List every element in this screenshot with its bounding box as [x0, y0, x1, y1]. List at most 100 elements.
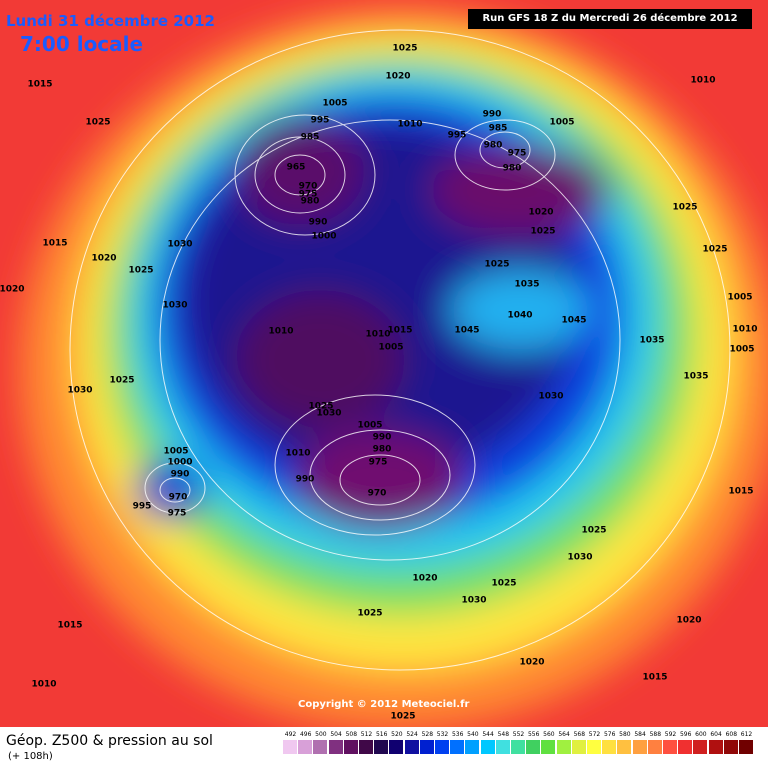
pressure-label: 970: [368, 489, 387, 499]
isobars: [69, 29, 731, 671]
pressure-label: 990: [373, 433, 392, 443]
pressure-label: 1035: [683, 372, 708, 382]
model-run: Run GFS 18 Z du Mercredi 26 décembre 201…: [468, 9, 752, 29]
pressure-label: 1000: [311, 232, 336, 242]
scale-step: 548: [495, 731, 511, 754]
forecast-time: 7:00 locale: [20, 32, 144, 56]
scale-swatch: [480, 740, 495, 754]
pressure-label: 1025: [85, 118, 110, 128]
scale-label: 580: [619, 731, 631, 738]
pressure-label: 1020: [0, 285, 25, 295]
scale-swatch: [617, 740, 632, 754]
scale-step: 540: [465, 731, 480, 754]
scale-label: 548: [497, 731, 510, 738]
scale-step: 500: [313, 731, 328, 754]
scale-swatch: [313, 740, 328, 754]
scale-swatch: [678, 740, 693, 754]
pressure-label: 975: [369, 458, 388, 468]
scale-swatch: [739, 740, 753, 754]
pressure-label: 995: [133, 502, 152, 512]
scale-step: 576: [602, 731, 617, 754]
pressure-label: 980: [301, 197, 320, 207]
pressure-label: 1030: [538, 392, 563, 402]
scale-swatch: [359, 740, 373, 754]
pressure-labels: 1025 1020 1015 1025 1010 1005 995 985 965 970 975 9…: [0, 44, 758, 722]
scale-swatch: [693, 740, 708, 754]
pressure-label: 1025: [702, 245, 727, 255]
pressure-label: 1045: [454, 326, 479, 336]
pressure-label: 1010: [732, 325, 757, 335]
scale-label: 572: [588, 731, 601, 738]
scale-swatch: [663, 740, 677, 754]
pressure-label: 1005: [322, 99, 347, 109]
pressure-label: 1025: [581, 526, 606, 536]
scale-label: 496: [299, 731, 312, 738]
pressure-label: 1025: [530, 227, 555, 237]
scale-label: 560: [543, 731, 555, 738]
pressure-label: 1020: [412, 574, 437, 584]
pressure-label: 1020: [91, 254, 116, 264]
pressure-label: 1030: [67, 386, 92, 396]
pressure-label: 1015: [642, 673, 667, 683]
pressure-label: 990: [309, 218, 328, 228]
pressure-label: 980: [503, 164, 522, 174]
pressure-label: 1000: [167, 458, 192, 468]
scale-step: 512: [359, 731, 374, 754]
scale-swatch: [632, 740, 647, 754]
scale-swatch: [298, 740, 313, 754]
scale-swatch: [419, 740, 434, 754]
scale-swatch: [511, 740, 525, 754]
footer-subtitle: (+ 108h): [8, 751, 53, 762]
pressure-label: 1030: [461, 596, 486, 606]
pressure-label: 1030: [162, 301, 187, 311]
scale-label: 588: [649, 731, 662, 738]
pressure-label: 1035: [514, 280, 539, 290]
scale-swatch: [587, 740, 601, 754]
scale-step: 588: [647, 731, 663, 754]
scale-swatch: [723, 740, 738, 754]
scale-step: 532: [435, 731, 450, 754]
scale-swatch: [450, 740, 465, 754]
scale-swatch: [495, 740, 510, 754]
scale-label: 512: [360, 731, 373, 738]
scale-label: 540: [467, 731, 479, 738]
pressure-label: 1030: [316, 409, 341, 419]
scale-step: 492: [283, 731, 298, 754]
scale-swatch: [541, 740, 556, 754]
pressure-label: 1005: [729, 345, 754, 355]
scale-label: 612: [740, 731, 753, 738]
scale-swatch: [708, 740, 723, 754]
scale-swatch: [389, 740, 404, 754]
scale-label: 536: [451, 731, 464, 738]
scale-label: 492: [284, 731, 297, 738]
pressure-label: 990: [171, 470, 190, 480]
pressure-label: 1025: [491, 579, 516, 589]
scale-step: 604: [708, 731, 724, 754]
pressure-label: 1025: [308, 402, 333, 412]
scale-step: 584: [632, 731, 648, 754]
scale-label: 568: [573, 731, 586, 738]
scale-label: 592: [664, 731, 677, 738]
scale-step: 552: [511, 731, 526, 754]
scale-swatch: [404, 740, 419, 754]
pressure-label: 1025: [672, 203, 697, 213]
pressure-label: 985: [489, 124, 508, 134]
pressure-label: 1010: [690, 76, 715, 86]
scale-swatch: [328, 740, 343, 754]
pressure-label: 1010: [285, 449, 310, 459]
footer-title: Géop. Z500 & pression au sol: [6, 733, 213, 749]
pressure-label: 1005: [357, 421, 382, 431]
pressure-label: 1010: [365, 330, 390, 340]
forecast-date: Lundi 31 décembre 2012: [6, 12, 215, 30]
scale-label: 516: [375, 731, 388, 738]
pressure-label: 965: [287, 163, 306, 173]
pressure-label: 1010: [268, 327, 293, 337]
pressure-label: 1020: [676, 616, 701, 626]
pressure-label: 1025: [392, 44, 417, 54]
pressure-label: 980: [484, 141, 503, 151]
scale-step: 508: [343, 731, 359, 754]
scale-step: 596: [678, 731, 693, 754]
scale-label: 600: [695, 731, 707, 738]
pressure-label: 1025: [357, 609, 382, 619]
